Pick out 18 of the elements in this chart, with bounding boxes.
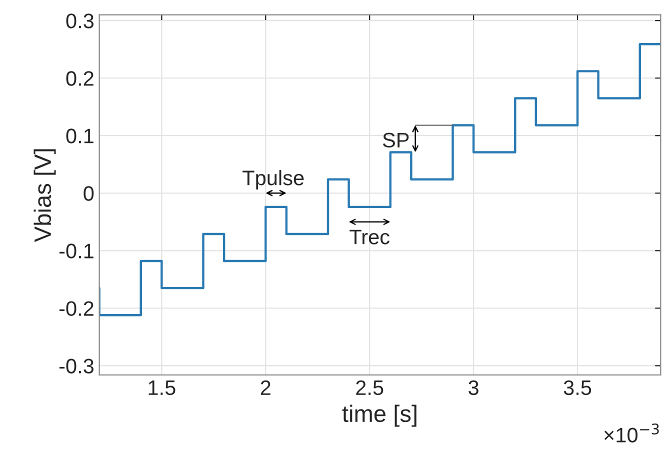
annotation: Trec — [350, 230, 390, 244]
x-tick-label: 3.5 — [564, 380, 592, 396]
x-tick-label: 1.5 — [148, 380, 176, 396]
x-tick-label: 2 — [260, 380, 270, 395]
x-tick-label: 3 — [468, 380, 478, 396]
y-tick-label: -0.3 — [59, 358, 94, 374]
y-tick-label: -0.1 — [59, 244, 94, 258]
y-tick-label: -0.2 — [59, 301, 94, 316]
annotation: SP — [382, 132, 409, 148]
annotation: Tpulse — [242, 170, 304, 190]
y-axis-title: Vbias [V] — [34, 149, 56, 242]
text: ×10$^{−3}$ — [604, 423, 659, 442]
y-tick-label: 0.3 — [66, 14, 94, 28]
y-tick-label: 0 — [84, 186, 94, 201]
y-tick-label: 0.2 — [66, 71, 94, 86]
x-tick-label: 2.5 — [356, 380, 384, 396]
y-tick-label: 0.1 — [66, 128, 94, 144]
x-axis-title: time [s] — [342, 404, 416, 427]
